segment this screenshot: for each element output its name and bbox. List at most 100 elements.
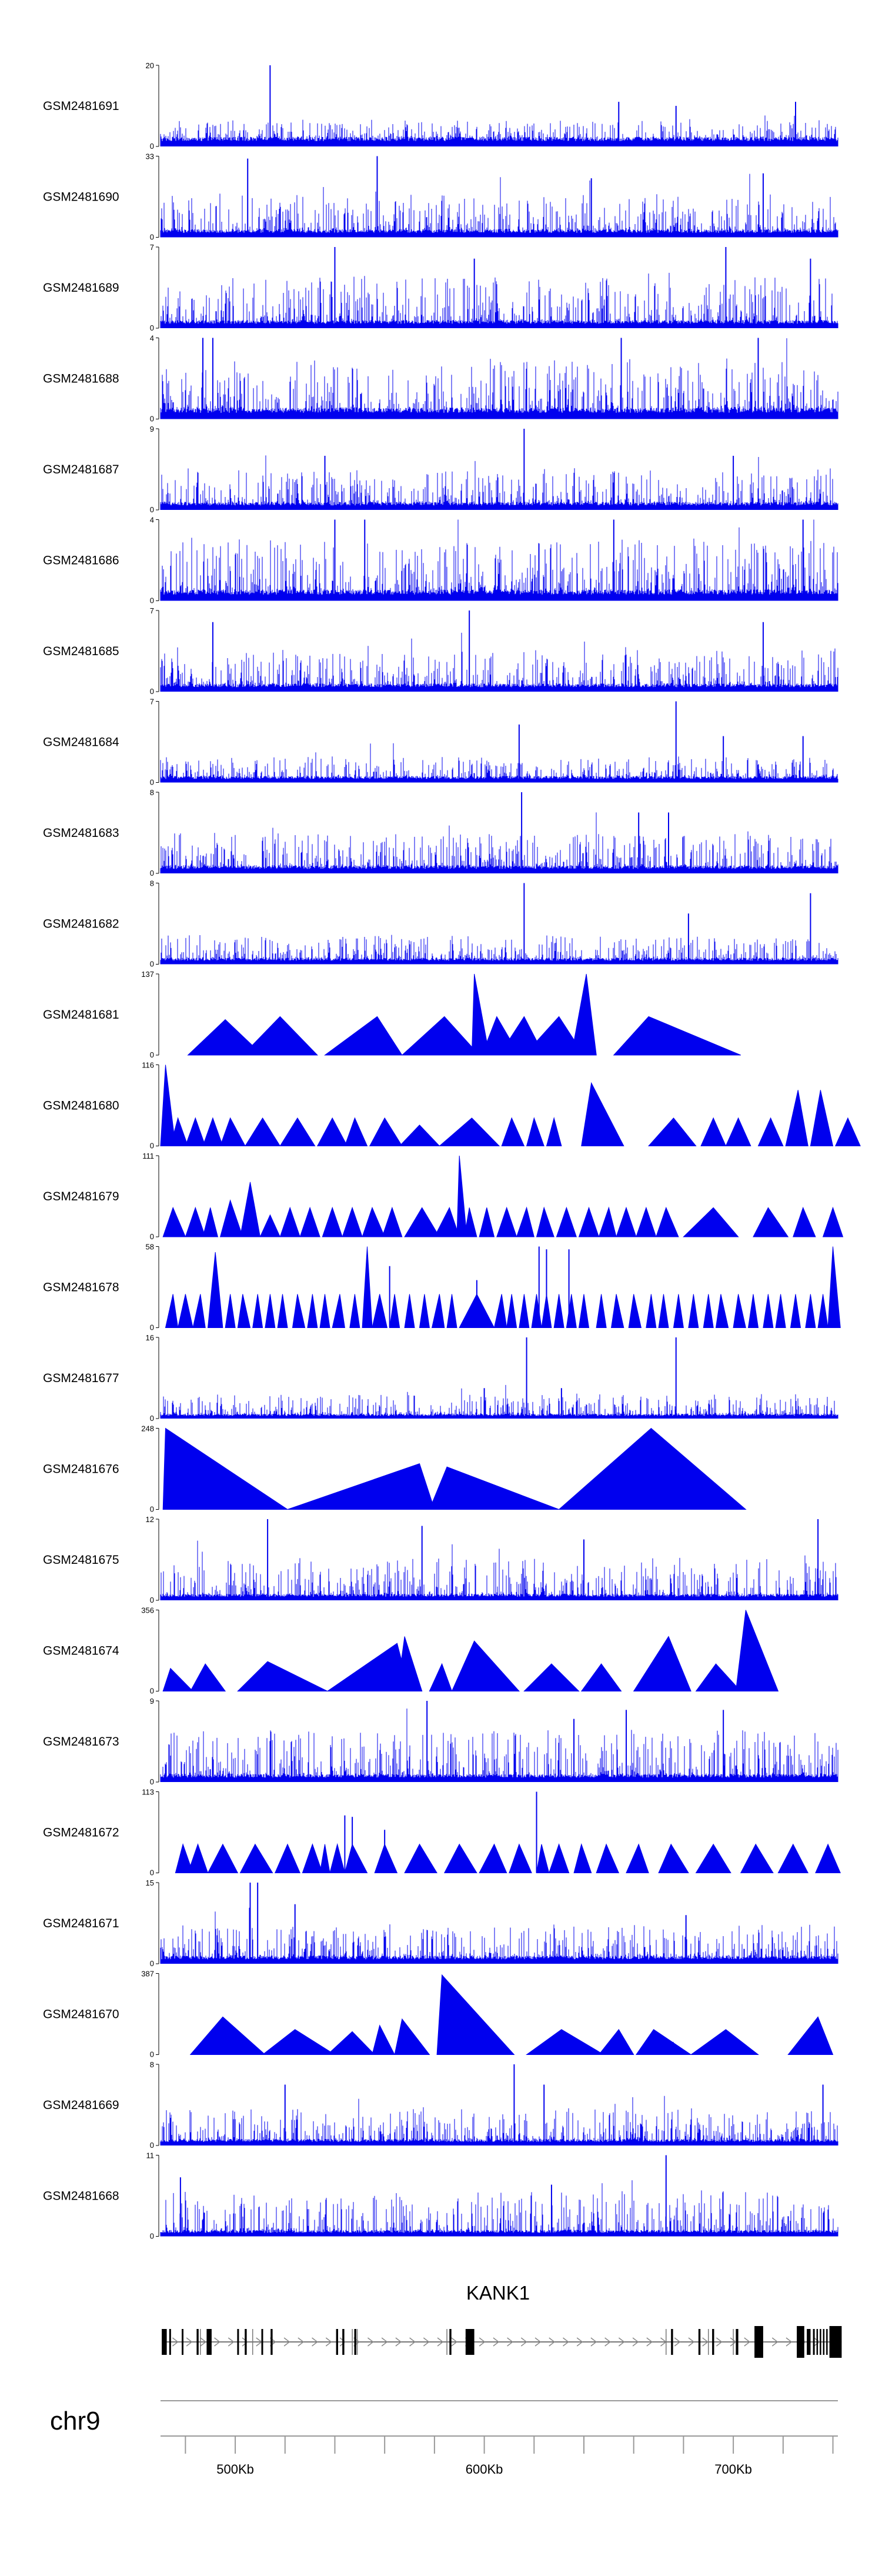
y-tick-label-max: 20 bbox=[146, 61, 154, 70]
y-tick-label-max: 33 bbox=[146, 152, 154, 161]
signal-triangle bbox=[187, 1843, 209, 1873]
track-label: GSM2481688 bbox=[43, 372, 119, 386]
gene-direction-chevron bbox=[242, 2337, 249, 2347]
signal-triangle bbox=[793, 1206, 816, 1237]
y-tick-label-max: 9 bbox=[150, 425, 154, 433]
signal-triangle bbox=[740, 1843, 774, 1873]
signal-triangle bbox=[493, 1294, 507, 1328]
y-tick-label-max: 356 bbox=[141, 1606, 154, 1615]
gene-exon bbox=[712, 2329, 714, 2355]
signal-triangle bbox=[401, 1016, 480, 1056]
gene-exon bbox=[698, 2329, 701, 2355]
signal-triangle bbox=[372, 1294, 388, 1328]
gene-direction-chevron bbox=[534, 2337, 542, 2347]
signal-triangle bbox=[683, 1207, 739, 1237]
signal-triangle bbox=[275, 1843, 300, 1873]
gene-direction-chevron bbox=[604, 2337, 611, 2347]
track-GSM2481687: GSM2481687 9 0 bbox=[43, 425, 838, 514]
gene-direction-chevron bbox=[520, 2337, 527, 2347]
signal-triangle bbox=[578, 1206, 600, 1237]
gene-exon bbox=[270, 2329, 273, 2355]
signal-triangle bbox=[396, 1636, 423, 1691]
gene-direction-chevron bbox=[646, 2337, 653, 2347]
y-tick-label-max: 8 bbox=[150, 788, 154, 797]
signal-triangle bbox=[815, 1843, 841, 1873]
gene-direction-chevron bbox=[590, 2337, 597, 2347]
track-label: GSM2481670 bbox=[43, 2008, 119, 2021]
y-tick-label-max: 12 bbox=[146, 1515, 154, 1524]
gene-exon bbox=[449, 2329, 452, 2355]
signal-triangle bbox=[369, 1117, 403, 1146]
signal-triangle bbox=[225, 1294, 236, 1328]
gene-exon bbox=[261, 2329, 263, 2355]
y-tick-label-max: 7 bbox=[150, 606, 154, 615]
track-GSM2481690: GSM2481690 33 0 bbox=[43, 152, 838, 242]
gene-exon bbox=[820, 2329, 821, 2355]
y-tick-label-min: 0 bbox=[150, 505, 154, 514]
y-tick-label-max: 4 bbox=[150, 516, 154, 525]
gene-exon bbox=[823, 2329, 825, 2355]
signal-triangle bbox=[656, 1206, 679, 1237]
signal-triangle bbox=[578, 1294, 590, 1328]
gene-direction-chevron bbox=[549, 2337, 556, 2347]
signal-triangle bbox=[177, 1294, 193, 1328]
gene-exon bbox=[196, 2329, 199, 2355]
track-GSM2481669: GSM2481669 8 0 bbox=[43, 2060, 838, 2150]
y-tick-label-max: 8 bbox=[150, 2060, 154, 2069]
signal-triangle bbox=[162, 1206, 186, 1237]
signal-triangle bbox=[207, 1252, 223, 1328]
gene-exon bbox=[237, 2329, 239, 2355]
gene-exon bbox=[182, 2329, 183, 2355]
y-tick-label-max: 387 bbox=[141, 1970, 154, 1978]
signal-triangle bbox=[695, 1843, 731, 1873]
signal-triangle bbox=[382, 1206, 403, 1237]
signal-triangle bbox=[185, 1117, 206, 1146]
gene-direction-chevron bbox=[744, 2337, 751, 2347]
signal-triangle bbox=[185, 1206, 206, 1237]
y-tick-label-min: 0 bbox=[150, 1323, 154, 1332]
y-tick-label-max: 9 bbox=[150, 1697, 154, 1706]
track-label: GSM2481673 bbox=[43, 1735, 119, 1749]
signal-triangle bbox=[690, 2029, 759, 2055]
y-tick-label-min: 0 bbox=[150, 1232, 154, 1241]
signal-triangle bbox=[404, 1294, 415, 1328]
gene-direction-chevron bbox=[563, 2337, 569, 2347]
signal-triangle bbox=[344, 1117, 368, 1146]
signal-triangle bbox=[526, 1117, 544, 1146]
track-label: GSM2481686 bbox=[43, 554, 119, 568]
track-GSM2481688: GSM2481688 4 0 bbox=[43, 334, 838, 423]
signal-triangle bbox=[239, 1843, 273, 1873]
signal-triangle bbox=[429, 1663, 453, 1691]
signal-triangle bbox=[735, 1610, 779, 1691]
gene-direction-chevron bbox=[479, 2337, 486, 2347]
track-GSM2481670: GSM2481670 387 0 bbox=[43, 1970, 834, 2059]
signal-triangle bbox=[362, 1206, 385, 1237]
track-label: GSM2481668 bbox=[43, 2190, 119, 2203]
signal-triangle bbox=[733, 1294, 746, 1328]
signal-triangle bbox=[349, 1294, 360, 1328]
gene-name-label: KANK1 bbox=[466, 2282, 530, 2304]
track-label: GSM2481679 bbox=[43, 1190, 119, 1203]
gene-exon bbox=[829, 2326, 842, 2358]
signal-triangle bbox=[790, 1294, 801, 1328]
gene-exon bbox=[671, 2329, 673, 2355]
gene-exon bbox=[162, 2329, 167, 2355]
y-tick-label-max: 7 bbox=[150, 243, 154, 252]
signal-triangle bbox=[259, 1214, 281, 1237]
signal-triangle bbox=[162, 1427, 289, 1510]
gene-direction-chevron bbox=[186, 2337, 193, 2347]
signal-triangle bbox=[633, 1636, 691, 1691]
gene-direction-chevron bbox=[228, 2337, 235, 2347]
gene-direction-chevron bbox=[339, 2337, 346, 2347]
signal-triangle bbox=[399, 1125, 440, 1146]
y-tick-label-max: 58 bbox=[146, 1243, 154, 1252]
scale-tick-label: 500Kb bbox=[216, 2462, 254, 2477]
signal-triangle bbox=[404, 1207, 440, 1237]
signal-triangle bbox=[429, 1466, 559, 1510]
signal-triangle bbox=[372, 2024, 395, 2055]
signal-triangle bbox=[160, 1065, 176, 1146]
signal-triangle bbox=[548, 1843, 570, 1873]
track-label: GSM2481676 bbox=[43, 1463, 119, 1476]
coverage-bars bbox=[160, 338, 838, 419]
